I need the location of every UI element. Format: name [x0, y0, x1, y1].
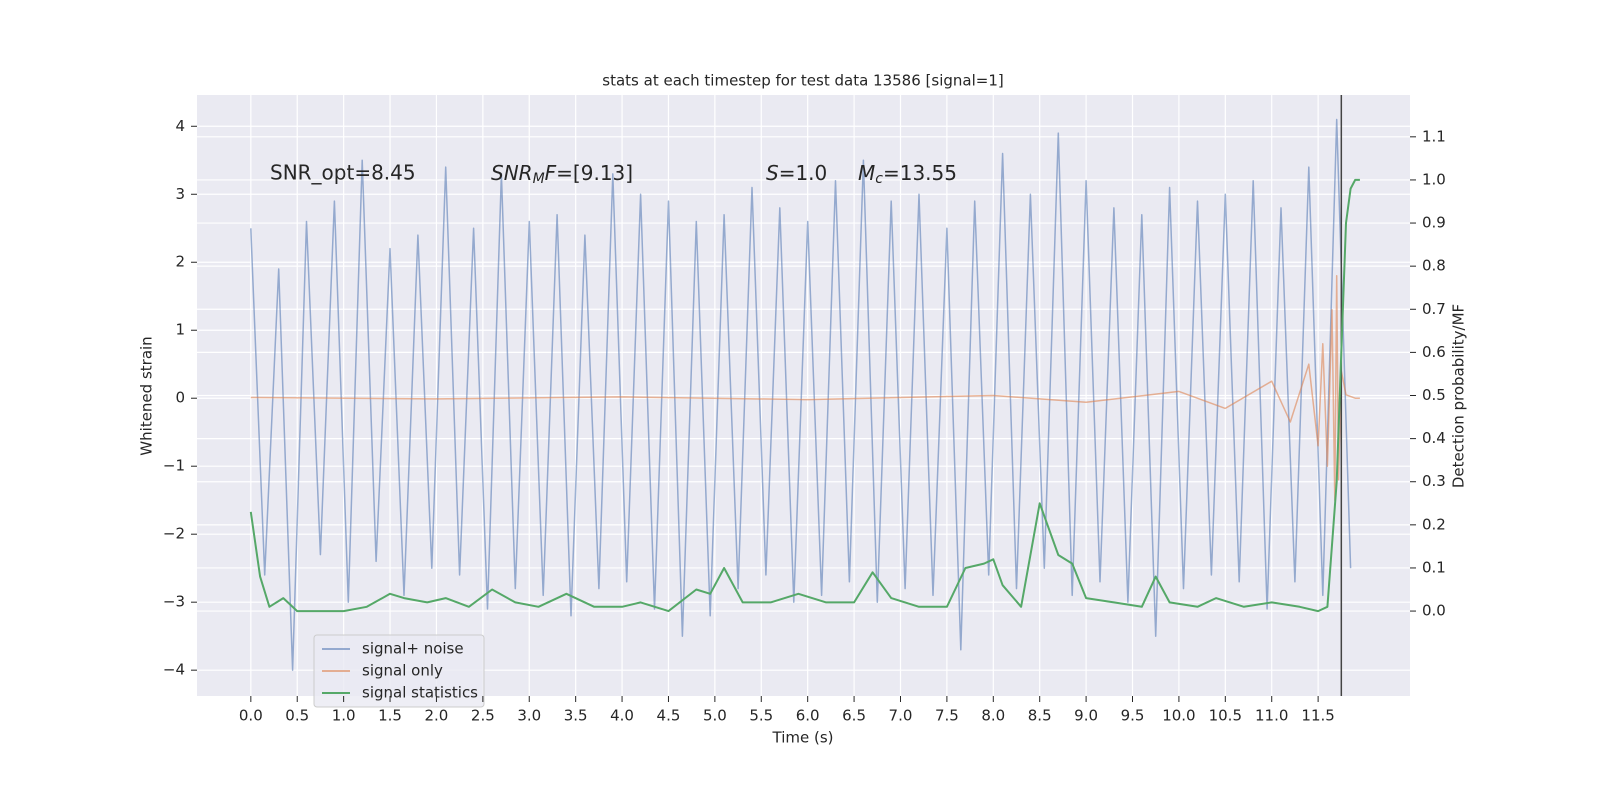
y-tick-label: 2 [175, 253, 185, 271]
legend-label: signal+ noise [362, 640, 464, 658]
x-tick-label: 11.0 [1255, 707, 1288, 725]
annotation: S=1.0 [766, 161, 827, 185]
legend: signal+ noise signal only signal statistic… [313, 634, 485, 708]
y-tick-label: 1 [175, 321, 185, 339]
annotation-part: =1.0 [779, 161, 828, 185]
y2-tick-label: 0.6 [1422, 343, 1446, 361]
y-tick-label: −1 [163, 457, 185, 475]
x-tick-label: 1.5 [378, 707, 402, 725]
x-tick-label: 3.5 [564, 707, 588, 725]
x-tick-label: 7.5 [935, 707, 959, 725]
x-tick-label: 4.0 [610, 707, 634, 725]
y-tick-label: −4 [163, 661, 185, 679]
y2-tick-label: 0.0 [1422, 602, 1446, 620]
x-tick-label: 10.0 [1162, 707, 1195, 725]
x-tick-label: 4.5 [657, 707, 681, 725]
y2-tick-label: 0.5 [1422, 386, 1446, 404]
x-tick-label: 2.5 [471, 707, 495, 725]
x-tick-label: 1.0 [332, 707, 356, 725]
x-tick-label: 2.0 [425, 707, 449, 725]
x-tick-label: 7.0 [889, 707, 913, 725]
annotation: SNRMF=[9.13] [491, 161, 633, 188]
x-axis-label: Time (s) [772, 729, 834, 747]
annotation: Mc=13.55 [858, 161, 957, 188]
annotation-part: SNR [491, 161, 533, 185]
x-tick-label: 9.5 [1121, 707, 1145, 725]
y-tick-label: −2 [163, 525, 185, 543]
annotation: SNR_opt=8.45 [270, 161, 416, 185]
x-tick-label: 6.0 [796, 707, 820, 725]
y2-tick-label: 0.9 [1422, 214, 1446, 232]
annotation-part: S [766, 161, 779, 185]
x-tick-label: 9.0 [1074, 707, 1098, 725]
y-tick-label: −3 [163, 593, 185, 611]
x-tick-label: 3.0 [517, 707, 541, 725]
y2-axis-label: Detection probability/MF [1450, 304, 1468, 488]
annotation-part: M [533, 171, 545, 187]
x-tick-label: 5.0 [703, 707, 727, 725]
x-tick-label: 10.5 [1209, 707, 1242, 725]
x-tick-label: 0.5 [285, 707, 309, 725]
y2-tick-label: 1.0 [1422, 170, 1446, 188]
y2-tick-label: 0.1 [1422, 558, 1446, 576]
annotation-part: F [545, 161, 557, 185]
y-axis-label: Whitened strain [138, 336, 156, 455]
series-line [249, 178, 1360, 613]
y-tick-label: 3 [175, 185, 185, 203]
x-tick-label: 8.0 [981, 707, 1005, 725]
y2-tick-label: 0.4 [1422, 429, 1446, 447]
y2-tick-label: 0.2 [1422, 515, 1446, 533]
y-tick-label: 0 [175, 389, 185, 407]
annotation-part: M [858, 161, 875, 185]
series-line [250, 118, 1352, 671]
legend-label: signal statistics [362, 684, 478, 702]
y2-tick-label: 1.1 [1422, 127, 1446, 145]
legend-box [313, 634, 485, 708]
y2-tick-label: 0.3 [1422, 472, 1446, 490]
y-tick-label: 4 [175, 117, 185, 135]
chart-title: stats at each timestep for test data 135… [602, 72, 1003, 90]
x-tick-label: 8.5 [1028, 707, 1052, 725]
annotation-part: c [875, 171, 883, 187]
x-tick-label: 5.5 [749, 707, 773, 725]
series-line [250, 275, 1360, 501]
y2-tick-label: 0.8 [1422, 257, 1446, 275]
legend-label: signal only [362, 662, 443, 680]
annotation-part: =[9.13] [556, 161, 633, 185]
annotation-part: =13.55 [883, 161, 957, 185]
y2-tick-label: 0.7 [1422, 300, 1446, 318]
x-tick-label: 11.5 [1301, 707, 1334, 725]
x-tick-label: 0.0 [239, 707, 263, 725]
x-tick-label: 6.5 [842, 707, 866, 725]
